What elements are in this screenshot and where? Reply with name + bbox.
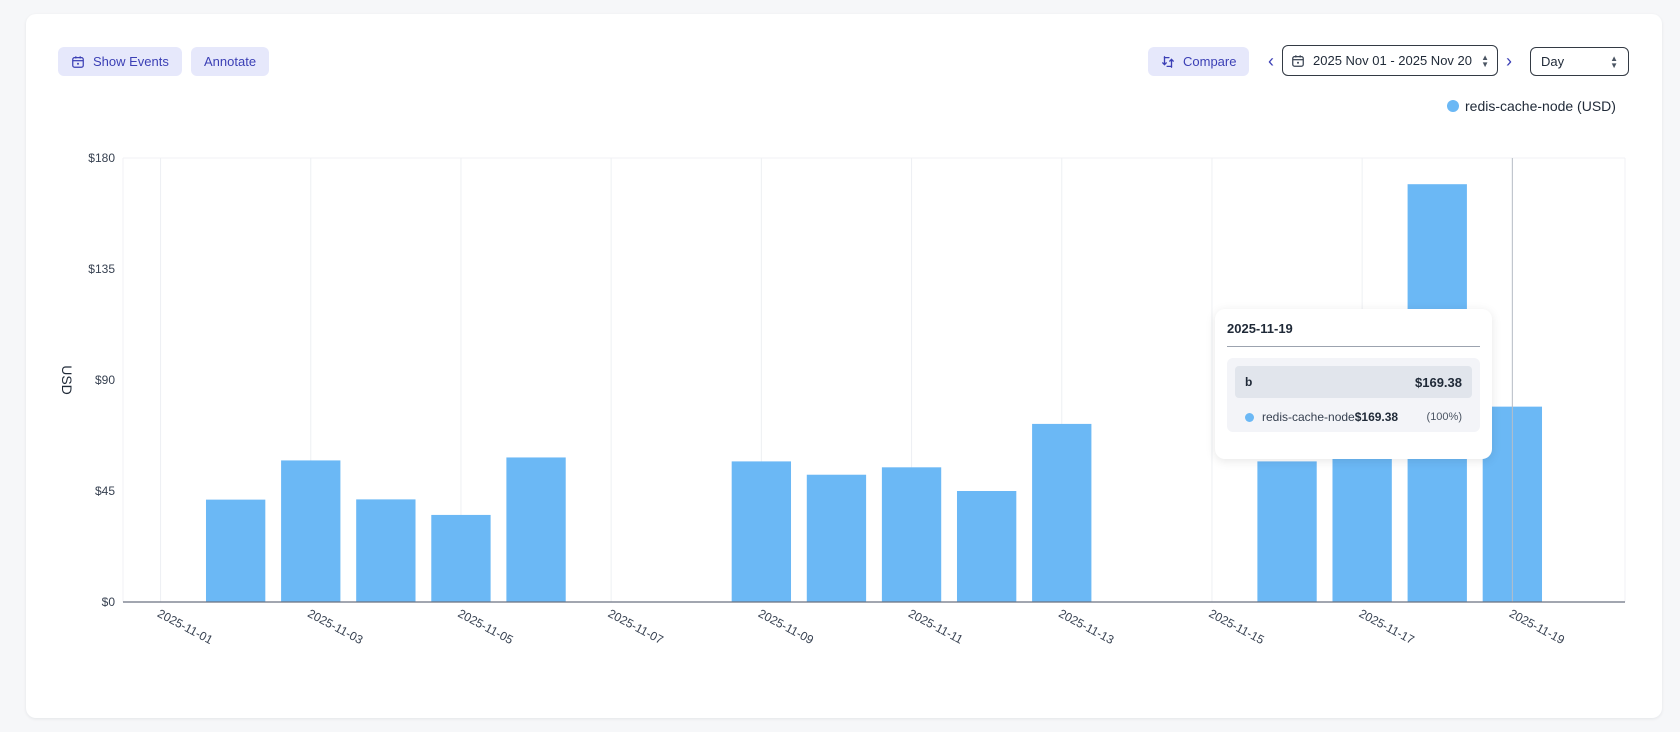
bar <box>1032 423 1092 602</box>
y-tick-label: $90 <box>95 373 115 387</box>
x-tick-label: 2025-11-17 <box>1357 606 1417 647</box>
tooltip-series-pct: (100%) <box>1426 411 1462 423</box>
compare-icon <box>1162 55 1174 68</box>
tooltip-group-header: b $169.38 <box>1235 366 1472 398</box>
x-tick-label: 2025-11-03 <box>305 606 365 647</box>
legend-swatch <box>1447 100 1459 112</box>
tooltip-series-value: $169.38 <box>1354 410 1399 424</box>
bar <box>431 514 491 602</box>
tooltip-series-name: redis-cache-node <box>1262 410 1355 424</box>
y-tick-label: $135 <box>88 262 115 276</box>
chevron-left-icon: ‹ <box>1268 50 1274 71</box>
annotate-button[interactable]: Annotate <box>191 47 270 76</box>
show-events-button[interactable]: Show Events <box>58 47 182 76</box>
calendar-icon <box>1292 54 1304 67</box>
y-axis-label: USD <box>59 365 75 395</box>
show-events-label: Show Events <box>93 54 169 69</box>
compare-button[interactable]: Compare <box>1148 47 1250 76</box>
chevron-updown-icon: ▲ ▼ <box>1610 53 1618 70</box>
x-tick-label: 2025-11-01 <box>155 606 215 647</box>
tooltip-series-row: redis-cache-node $169.38 (100%) <box>1235 410 1472 424</box>
x-tick-label: 2025-11-05 <box>456 606 516 647</box>
y-tick-label: $180 <box>88 151 115 165</box>
compare-label: Compare <box>1183 54 1237 69</box>
y-tick-label: $0 <box>102 595 116 609</box>
bar <box>506 457 566 602</box>
date-range-picker[interactable]: 2025 Nov 01 - 2025 Nov 20 ▲ ▼ <box>1282 45 1498 76</box>
previous-range-button[interactable]: ‹ <box>1262 50 1280 72</box>
x-tick-label: 2025-11-09 <box>756 606 816 647</box>
granularity-value: Day <box>1541 54 1565 69</box>
chevron-right-icon: › <box>1506 50 1512 71</box>
date-range-value: 2025 Nov 01 - 2025 Nov 20 <box>1313 53 1472 68</box>
bar <box>1257 461 1317 602</box>
granularity-select[interactable]: Day ▲ ▼ <box>1530 47 1629 76</box>
next-range-button[interactable]: › <box>1500 50 1518 72</box>
tooltip-date: 2025-11-19 <box>1227 321 1480 347</box>
bar <box>1332 454 1392 602</box>
x-tick-label: 2025-11-13 <box>1056 606 1116 647</box>
bar <box>806 474 867 602</box>
tooltip-series-swatch <box>1245 412 1254 422</box>
annotate-label: Annotate <box>204 54 257 69</box>
bar <box>205 499 266 602</box>
chart-tooltip: 2025-11-19 b $169.38 redis-cache-node $1… <box>1215 309 1492 459</box>
tooltip-group-label: b <box>1245 375 1253 389</box>
tooltip-body: b $169.38 redis-cache-node $169.38 (100%… <box>1227 358 1480 432</box>
x-tick-label: 2025-11-11 <box>906 606 965 646</box>
y-tick-label: $45 <box>95 484 115 498</box>
bar <box>881 467 942 602</box>
x-tick-label: 2025-11-19 <box>1507 606 1567 647</box>
bar <box>731 461 792 602</box>
chevron-updown-icon: ▲ ▼ <box>1481 52 1489 69</box>
bar <box>956 491 1017 602</box>
tooltip-group-value: $169.38 <box>1415 374 1462 390</box>
bar <box>281 460 341 602</box>
calendar-icon <box>72 55 84 68</box>
x-tick-label: 2025-11-15 <box>1207 606 1267 647</box>
chart-legend: redis-cache-node (USD) <box>1447 98 1616 114</box>
bar <box>356 499 416 602</box>
legend-label: redis-cache-node (USD) <box>1465 98 1616 114</box>
x-tick-label: 2025-11-07 <box>606 606 666 647</box>
